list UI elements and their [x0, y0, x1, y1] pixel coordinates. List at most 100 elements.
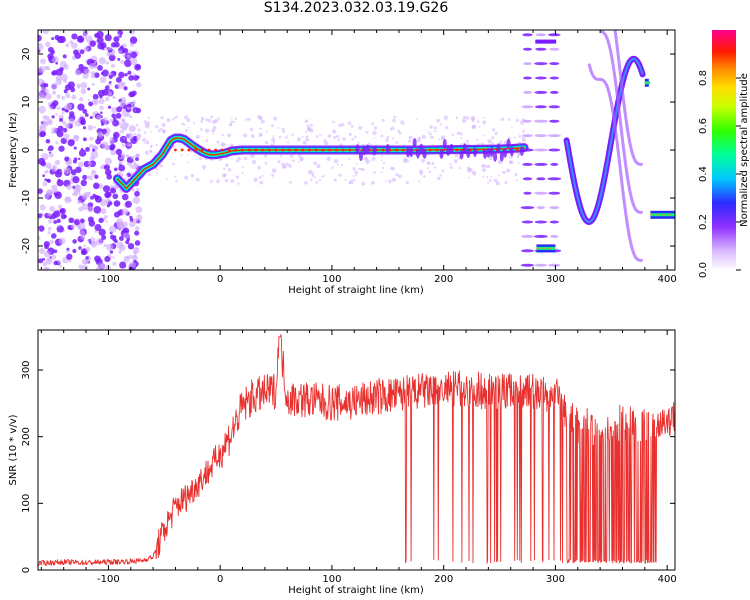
noise-blob: [112, 119, 120, 127]
noise-blob: [65, 43, 70, 48]
scatter-dot: [467, 166, 470, 170]
noise-blob: [102, 185, 110, 193]
noise-blob: [123, 86, 128, 91]
noise-blob: [104, 85, 110, 91]
noise-blob: [124, 200, 132, 208]
noise-blob: [113, 239, 118, 244]
scatter-dot: [174, 175, 177, 178]
scatter-dot: [123, 137, 126, 140]
noise-blob: [98, 217, 104, 224]
noise-blob: [68, 259, 72, 263]
trace-clump: [506, 138, 511, 149]
scatter-dot: [478, 125, 481, 128]
noise-blob: [136, 82, 142, 88]
noise-blob: [118, 250, 122, 254]
scatter-dot: [486, 175, 489, 179]
noise-blob: [84, 113, 89, 117]
scatter-dot: [491, 136, 495, 140]
scatter-dot: [348, 132, 352, 137]
scatter-dot: [403, 123, 405, 126]
noise-blob: [113, 167, 118, 172]
ladder-blob: [547, 177, 562, 181]
ladder-blob: [521, 220, 534, 224]
trace-clump: [489, 147, 494, 158]
y-tick-label: 20: [21, 48, 32, 61]
scatter-dot: [172, 162, 175, 166]
noise-blob: [100, 111, 103, 114]
scatter-dot: [389, 166, 393, 170]
trace-clump: [459, 149, 464, 160]
scatter-dot: [371, 180, 375, 185]
scatter-dot: [147, 117, 150, 120]
noise-blob: [97, 131, 104, 138]
spectrogram-x-ticks: -100 0 100 200 300 400: [40, 30, 677, 285]
scatter-dot: [174, 116, 177, 120]
noise-blob: [113, 131, 120, 139]
scatter-dot: [137, 128, 141, 132]
scatter-dot: [400, 120, 405, 125]
trace-clump: [422, 148, 427, 159]
noise-blob: [53, 220, 58, 224]
scatter-dot: [273, 116, 278, 121]
scatter-dot: [521, 136, 525, 139]
noise-blob: [45, 138, 51, 144]
scatter-dot: [388, 179, 392, 184]
noise-blob: [43, 121, 48, 126]
scatter-dot: [454, 153, 459, 158]
ladder-blob: [550, 162, 559, 166]
scatter-dot: [235, 175, 240, 179]
trace-peak-dot: [274, 148, 278, 152]
scatter-dot: [495, 181, 500, 186]
noise-blob: [127, 70, 132, 75]
ladder-blob: [523, 119, 532, 123]
noise-blob: [53, 188, 59, 193]
scatter-dot: [299, 157, 304, 162]
noise-blob: [67, 139, 75, 147]
scatter-dot: [352, 167, 356, 171]
scatter-dot: [342, 137, 346, 141]
scatter-dot: [119, 117, 122, 120]
scatter-dot: [149, 145, 153, 149]
noise-blob: [127, 242, 135, 250]
noise-blob: [105, 220, 108, 223]
noise-blob: [124, 59, 132, 68]
noise-blob: [77, 103, 85, 111]
scatter-dot: [482, 165, 484, 168]
noise-blob: [87, 98, 91, 102]
noise-blob: [127, 132, 134, 140]
scatter-dot: [192, 122, 196, 125]
scatter-dot: [338, 173, 342, 177]
scatter-dot: [513, 136, 516, 139]
trace-peak-dot: [516, 148, 519, 152]
noise-blob: [45, 41, 51, 48]
noise-blob: [87, 161, 92, 166]
scatter-dot: [210, 115, 214, 119]
scatter-dot: [230, 117, 233, 119]
trace-peak-dot: [200, 148, 204, 152]
scatter-dot: [427, 161, 431, 165]
scatter-dot: [460, 137, 463, 140]
scatter-dot: [500, 117, 505, 121]
noise-blob: [54, 159, 61, 166]
scatter-dot: [506, 168, 511, 173]
scatter-dot: [122, 127, 127, 131]
trace-peak-dot: [442, 148, 446, 152]
scatter-dot: [477, 120, 480, 123]
scatter-dot: [304, 119, 309, 123]
noise-blob: [79, 97, 84, 102]
noise-blob: [103, 164, 111, 171]
scatter-dot: [259, 127, 262, 130]
ladder-blob: [535, 47, 547, 51]
ladder-blob: [534, 162, 548, 166]
noise-blob: [118, 154, 122, 158]
scatter-dot: [352, 175, 355, 178]
noise-blob: [44, 244, 49, 250]
noise-blob: [39, 58, 46, 65]
noise-blob: [51, 56, 59, 64]
scatter-dot: [433, 166, 437, 169]
noise-blob: [128, 75, 134, 81]
noise-blob: [131, 188, 135, 192]
noise-blob: [118, 225, 122, 229]
scatter-dot: [118, 160, 122, 165]
scatter-dot: [487, 139, 492, 144]
